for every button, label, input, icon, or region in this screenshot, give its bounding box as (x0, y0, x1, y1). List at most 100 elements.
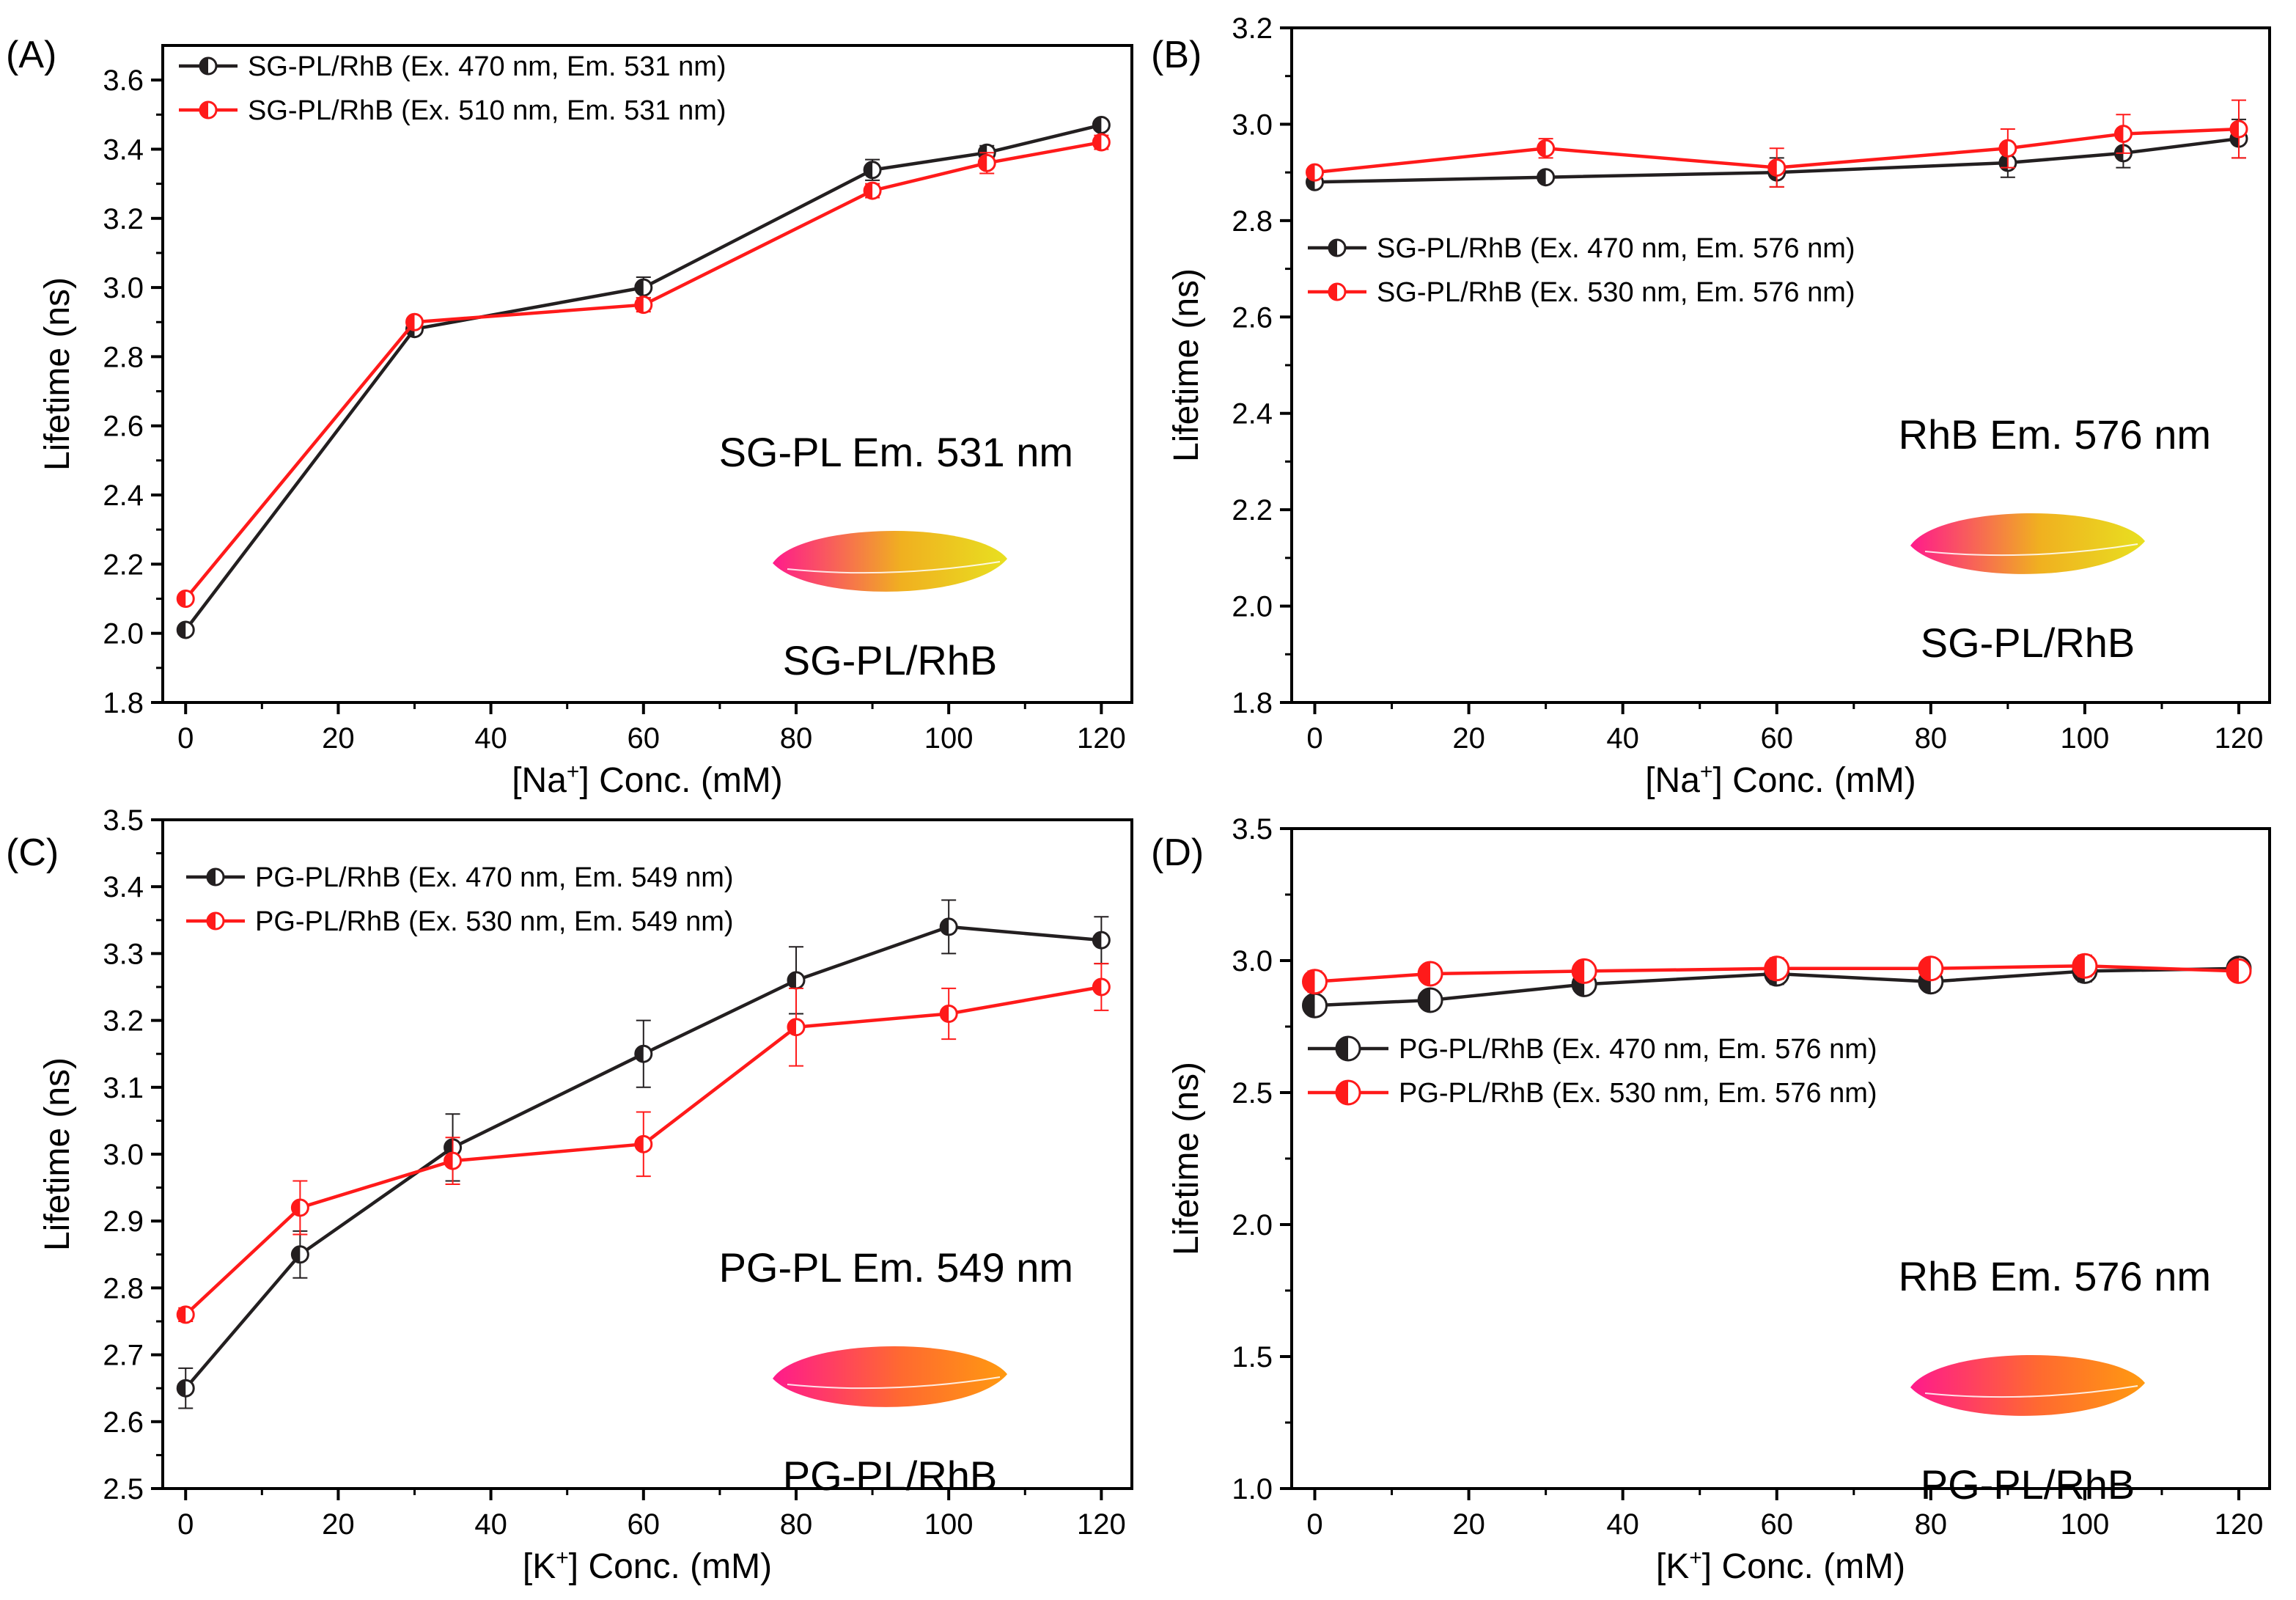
data-point (977, 153, 996, 172)
data-point (176, 590, 195, 609)
x-tick-label: 100 (924, 722, 974, 755)
x-tick-label: 100 (924, 1508, 974, 1541)
blob-highlight (1924, 543, 2138, 557)
legend: SG-PL/RhB (Ex. 470 nm, Em. 576 nm) SG-PL/… (1308, 233, 1855, 308)
data-point (2113, 125, 2133, 144)
y-tick-label: 2.5 (1232, 1077, 1273, 1109)
plot-frame (161, 44, 1133, 704)
x-tick-label: 80 (1915, 722, 1948, 755)
data-point (176, 1379, 195, 1398)
data-point (1092, 115, 1111, 134)
legend-marker (1328, 238, 1347, 257)
data-point (1306, 163, 1325, 182)
y-tick-label: 3.0 (1232, 109, 1273, 141)
data-point (444, 1151, 463, 1170)
blob-highlight (1924, 1385, 2138, 1398)
data-point (939, 1004, 958, 1023)
data-point (1918, 955, 1944, 982)
sample-label: PG-PL/RhB (1921, 1461, 2135, 1508)
x-tick-label: 60 (628, 722, 661, 755)
sample-label: SG-PL/RhB (1921, 620, 2135, 666)
data-point (405, 312, 424, 331)
data-point (1537, 139, 1556, 158)
series-red (1302, 953, 2252, 995)
chart-panel-d: (D) 0 20 40 60 80 100 120 1.0 1.5 2.0 2.5 3.0 3.5 [K+]… (1151, 813, 2271, 1586)
x-tick-label: 0 (177, 722, 194, 755)
x-tick-label: 40 (1606, 722, 1639, 755)
series-red (176, 963, 1111, 1324)
x-axis-title: [K+] Conc. (mM) (523, 1546, 772, 1586)
data-point (634, 1134, 653, 1153)
legend-marker (199, 100, 218, 120)
x-axis-title: [Na+] Conc. (mM) (1645, 760, 1916, 800)
data-point (1537, 168, 1556, 187)
series-red (176, 133, 1111, 609)
data-point (1417, 987, 1443, 1013)
series-line (1314, 136, 2240, 184)
y-axis-title: Lifetime (ns) (38, 1057, 77, 1251)
legend-marker (206, 911, 225, 931)
x-tick-label: 60 (1760, 722, 1793, 755)
legend-label: PG-PL/RhB (Ex. 530 nm, Em. 576 nm) (1399, 1078, 1877, 1109)
y-tick-label: 2.7 (103, 1340, 144, 1372)
sample-color-blob (773, 531, 1007, 592)
x-tick-label: 120 (2215, 1508, 2264, 1541)
x-tick-label: 120 (1077, 722, 1126, 755)
legend-label: SG-PL/RhB (Ex. 510 nm, Em. 531 nm) (248, 95, 726, 126)
y-tick-label: 3.4 (103, 133, 144, 166)
y-tick-label: 2.0 (1232, 591, 1273, 623)
data-point (2229, 120, 2248, 139)
blob-highlight (787, 561, 1001, 574)
data-point (1764, 955, 1790, 982)
x-tick-label: 120 (1077, 1508, 1126, 1541)
x-axis-title: [Na+] Conc. (mM) (512, 760, 783, 800)
x-tick-label: 40 (474, 1508, 507, 1541)
y-axis-title: Lifetime (ns) (1167, 1062, 1206, 1255)
y-tick-label: 3.2 (1232, 12, 1273, 45)
y-tick-label: 2.0 (103, 618, 144, 650)
panel-label: (D) (1151, 832, 1204, 874)
x-tick-label: 0 (1306, 722, 1322, 755)
y-tick-label: 2.4 (103, 480, 144, 512)
x-tick-label: 20 (322, 1508, 355, 1541)
legend: PG-PL/RhB (Ex. 470 nm, Em. 549 nm) PG-PL/… (186, 862, 734, 937)
x-tick-label: 120 (2215, 722, 2264, 755)
y-tick-label: 2.9 (103, 1205, 144, 1238)
x-axis-title: [K+] Conc. (mM) (1656, 1546, 1905, 1586)
legend-marker (1328, 282, 1347, 301)
x-tick-label: 60 (628, 1508, 661, 1541)
x-tick-label: 80 (780, 1508, 813, 1541)
x-tick-label: 20 (1452, 1508, 1485, 1541)
y-tick-label: 3.4 (103, 871, 144, 903)
data-point (787, 1018, 806, 1037)
x-tick-label: 80 (1915, 1508, 1948, 1541)
emission-annotation: RhB Em. 576 nm (1899, 1253, 2211, 1299)
y-tick-label: 2.6 (103, 1406, 144, 1439)
chart-panel-a: (A) 0 20 40 60 80 100 120 1.8 2.0 2.2 2.4 2.6 2.8 3.0 3… (6, 34, 1133, 800)
sample-color-blob (773, 1346, 1007, 1407)
emission-annotation: SG-PL Em. 531 nm (719, 429, 1073, 475)
data-point (1092, 133, 1111, 152)
emission-annotation: PG-PL Em. 549 nm (719, 1244, 1073, 1291)
y-tick-label: 3.3 (103, 938, 144, 970)
y-tick-label: 3.6 (103, 65, 144, 97)
y-tick-label: 2.6 (1232, 301, 1273, 334)
y-tick-label: 3.1 (103, 1072, 144, 1104)
legend-label: SG-PL/RhB (Ex. 470 nm, Em. 531 nm) (248, 51, 726, 82)
y-tick-label: 1.8 (1232, 687, 1273, 719)
y-tick-label: 3.2 (103, 1005, 144, 1038)
y-axis-title: Lifetime (ns) (1167, 268, 1206, 462)
data-point (1092, 977, 1111, 997)
legend-label: SG-PL/RhB (Ex. 470 nm, Em. 576 nm) (1377, 233, 1855, 264)
data-point (863, 161, 882, 180)
legend-label: PG-PL/RhB (Ex. 470 nm, Em. 549 nm) (255, 862, 734, 893)
legend-marker (1335, 1079, 1361, 1106)
data-point (939, 917, 958, 936)
sample-label: SG-PL/RhB (783, 637, 998, 683)
x-tick-label: 0 (177, 1508, 194, 1541)
y-tick-label: 3.0 (103, 1139, 144, 1171)
data-point (634, 1044, 653, 1063)
y-tick-label: 2.2 (103, 548, 144, 581)
legend-marker (1335, 1035, 1361, 1062)
